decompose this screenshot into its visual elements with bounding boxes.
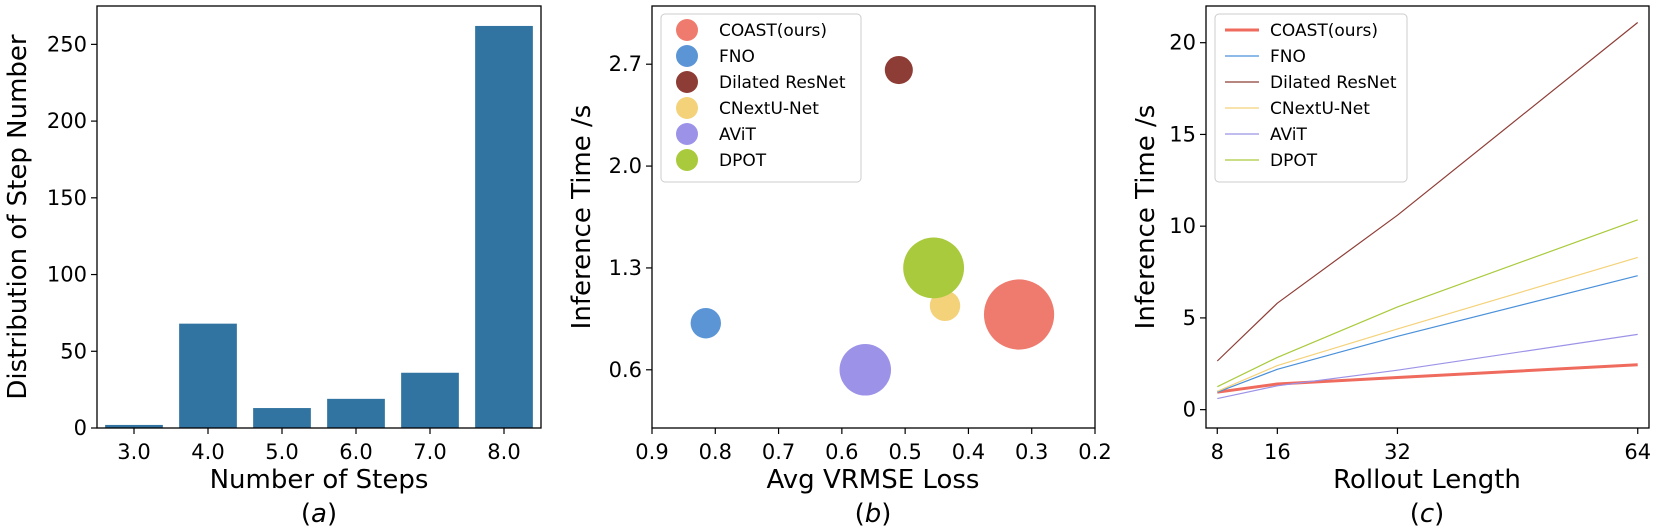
panel-a-y-tick-label: 100	[47, 263, 87, 287]
panel-a-y-tick-label: 250	[47, 32, 87, 56]
panel-a-x-tick-label: 5.0	[265, 440, 298, 464]
panel-b-y-tick-label: 2.7	[609, 52, 642, 76]
panel-c-y-tick-label: 10	[1169, 214, 1196, 238]
panel-b-legend-marker	[676, 97, 698, 119]
line-fno	[1217, 275, 1638, 393]
panel-c-line-chart: 8 16 32 64 0 5 10 15 20 COAST(ours) FNO Dilated R…	[1131, 5, 1651, 529]
panel-b-x-tick-label: 0.4	[952, 440, 985, 464]
panel-a-x-tick-label: 6.0	[339, 440, 372, 464]
panel-c-y-tick-label: 0	[1183, 398, 1196, 422]
line-avit	[1217, 333, 1638, 400]
point-coast-ours-	[983, 279, 1055, 350]
panel-a-x-axis-label: Number of Steps	[210, 465, 429, 495]
line-cnextu-net	[1217, 256, 1638, 392]
panel-b-scatter-chart: 0.9 0.8 0.7 0.6 0.5 0.4 0.3 0.2 0.6 1.3 2.0 2.7 CO…	[567, 5, 1112, 529]
panel-c-frame	[1205, 5, 1650, 429]
panel-c-legend-label: CNextU-Net	[1270, 99, 1370, 119]
panel-b-x-tick-label: 0.8	[699, 440, 732, 464]
panel-c-y-tick-label: 15	[1169, 122, 1196, 146]
panel-c-legend-label: DPOT	[1270, 151, 1318, 171]
panel-c-x-tick-label: 32	[1384, 440, 1411, 464]
point-cnextu-net	[929, 290, 961, 321]
panel-a-caption-letter: a	[311, 499, 327, 529]
panel-c-x-tick-label: 8	[1211, 440, 1224, 464]
panel-b-x-tick-label: 0.5	[888, 440, 921, 464]
panel-c-legend-box	[1214, 13, 1408, 183]
panel-b-legend-marker	[676, 45, 698, 67]
panel-c-legend-label: Dilated ResNet	[1270, 73, 1397, 93]
panel-b-caption-letter: b	[865, 499, 882, 529]
panel-b-y-tick-label: 2.0	[609, 154, 642, 178]
panel-a-y-tick-label: 150	[47, 186, 87, 210]
panel-b-legend-marker	[676, 71, 698, 93]
point-dpot	[903, 237, 965, 299]
panel-a-x-tick-label: 8.0	[487, 440, 520, 464]
panel-b-y-axis-label: Inference Time /s	[567, 105, 597, 330]
bar-8.0	[475, 25, 533, 428]
bar-7.0	[401, 372, 459, 428]
panel-b-legend-label: AViT	[719, 125, 757, 145]
panel-c-legend-label: AViT	[1270, 125, 1308, 145]
panel-a-y-tick-label: 50	[60, 339, 87, 363]
panel-b-legend-label: COAST(ours)	[719, 21, 827, 41]
panel-b-y-tick-label: 0.6	[609, 358, 642, 382]
panel-a-y-axis-label: Distribution of Step Number	[3, 34, 33, 399]
panel-b-x-tick-label: 0.7	[762, 440, 795, 464]
line-coast-ours-	[1217, 363, 1638, 394]
panel-b-legend-label: DPOT	[719, 151, 767, 171]
bar-6.0	[327, 398, 385, 428]
panel-c-y-tick-label: 5	[1183, 306, 1196, 330]
panel-b-x-tick-label: 0.9	[635, 440, 668, 464]
panel-a-y-tick-label: 200	[47, 109, 87, 133]
panel-a-x-tick-label: 3.0	[117, 440, 150, 464]
panel-b-x-tick-label: 0.6	[825, 440, 858, 464]
panel-c-legend-label: COAST(ours)	[1270, 21, 1378, 41]
point-dilated-resnet	[884, 55, 913, 85]
panel-a-x-tick-label: 4.0	[191, 440, 224, 464]
panel-a-caption: (a)	[301, 499, 337, 529]
panel-c-y-tick-label: 20	[1169, 31, 1196, 55]
panel-b-legend-label: Dilated ResNet	[719, 73, 846, 93]
panel-a-y-tick-label: 0	[74, 416, 87, 440]
panel-b-legend-marker	[676, 123, 698, 145]
panel-c-caption-letter: c	[1420, 499, 1434, 529]
point-fno	[690, 308, 722, 339]
panel-b-y-tick-label: 1.3	[609, 256, 642, 280]
bar-3.0	[105, 424, 163, 428]
panel-a-bar-chart: 3.0 4.0 5.0 6.0 7.0 8.0 0 50 100 150 200 250 Numbe…	[3, 5, 542, 529]
line-dilated-resnet	[1216, 22, 1639, 362]
panel-b-legend-box	[660, 13, 862, 183]
panel-a-frame	[96, 5, 542, 429]
panel-b-x-tick-label: 0.2	[1078, 440, 1111, 464]
panel-b-legend-label: CNextU-Net	[719, 99, 819, 119]
panel-c-caption: (c)	[1410, 499, 1445, 529]
panel-b-legend-marker	[676, 149, 698, 171]
bar-5.0	[253, 408, 311, 428]
bar-4.0	[179, 323, 237, 428]
panel-c-x-tick-label: 64	[1624, 440, 1651, 464]
panel-b-legend-label: FNO	[719, 47, 755, 67]
panel-b-x-axis-label: Avg VRMSE Loss	[767, 465, 980, 495]
panel-b-legend-marker	[676, 19, 698, 41]
panel-c-x-tick-label: 16	[1264, 440, 1291, 464]
panel-b-x-tick-label: 0.3	[1015, 440, 1048, 464]
line-dpot	[1217, 219, 1638, 388]
point-avit	[839, 344, 892, 396]
panel-b-frame	[651, 5, 1096, 429]
panel-c-y-axis-label: Inference Time /s	[1131, 105, 1161, 330]
panel-a-x-tick-label: 7.0	[413, 440, 446, 464]
panel-c-legend-label: FNO	[1270, 47, 1306, 67]
panel-b-caption: (b)	[855, 499, 892, 529]
panel-c-x-axis-label: Rollout Length	[1333, 465, 1521, 495]
